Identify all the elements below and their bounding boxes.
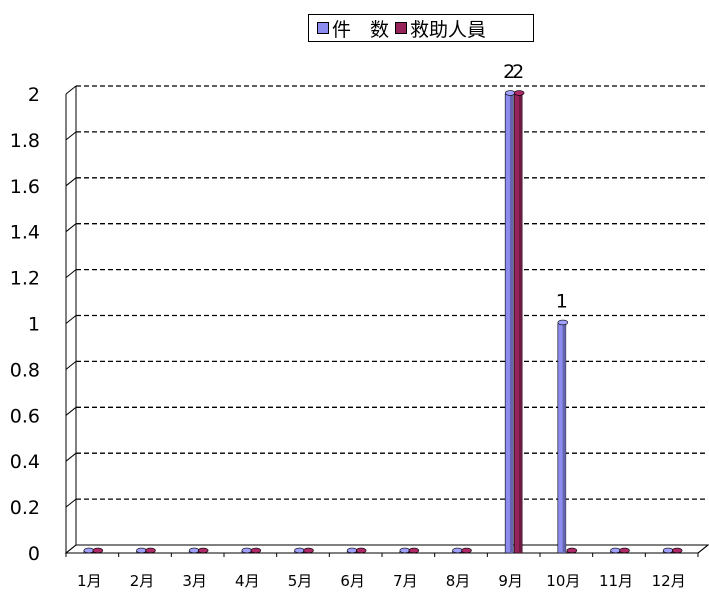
data-label: 2 <box>512 61 524 83</box>
bar-cap-1-7 <box>399 547 411 554</box>
x-tick-label: 7月 <box>393 572 418 590</box>
bar-cap-1-12 <box>662 547 674 554</box>
data-label: 2 <box>503 61 515 83</box>
bar-cap-2-6 <box>355 547 367 554</box>
y-tick-mark <box>65 223 77 233</box>
bar-cap-1-5 <box>294 547 305 554</box>
legend-item-series-1: 件 数 <box>317 15 389 42</box>
y-tick-mark <box>65 177 77 187</box>
bar-cap-2-2 <box>145 547 156 554</box>
bar-cap-1-6 <box>346 547 358 554</box>
x-tick-label: 10月 <box>546 572 580 590</box>
y-tick-mark <box>65 315 77 324</box>
y-tick-mark <box>65 131 77 141</box>
y-tick-label: 0.8 <box>10 359 40 381</box>
bar-shade-1-9 <box>509 94 514 553</box>
legend-label-series-2: 救助人員 <box>410 18 487 41</box>
data-label: 1 <box>556 291 568 313</box>
y-tick-mark <box>65 269 77 278</box>
bar-cap-2-12 <box>671 547 683 554</box>
bar-cap-1-11 <box>610 547 621 554</box>
bar-cap-1-8 <box>452 547 463 554</box>
bar-cap-2-10 <box>566 547 578 554</box>
bar-cap-1-9 <box>504 90 516 96</box>
legend-label-series-1: 件 数 <box>332 18 390 41</box>
bar-cap-2-4 <box>250 547 262 554</box>
bar-cap-2-8 <box>461 547 472 554</box>
bar-cap-1-4 <box>241 547 253 554</box>
bar-cap-2-5 <box>303 547 314 554</box>
x-tick-label: 12月 <box>652 572 686 590</box>
y-tick-label: 0.6 <box>10 405 40 427</box>
bar-cap-2-1 <box>92 547 104 554</box>
x-tick-label: 5月 <box>288 572 313 590</box>
bar-cap-1-1 <box>83 547 95 554</box>
y-tick-mark <box>65 544 77 554</box>
bar-cap-2-3 <box>197 547 209 554</box>
x-tick-label: 4月 <box>235 572 260 590</box>
y-tick-mark <box>65 361 77 370</box>
x-tick-label: 6月 <box>340 572 365 590</box>
y-tick-label: 1.8 <box>10 130 40 152</box>
y-tick-label: 1 <box>28 314 40 336</box>
legend: 件 数 救助人員 <box>308 14 534 42</box>
bar-shade-2-9 <box>518 94 523 553</box>
x-tick-label: 2月 <box>130 572 155 590</box>
y-tick-label: 1.6 <box>10 176 40 198</box>
floor-right-edge <box>697 544 709 554</box>
y-tick-mark <box>65 85 77 95</box>
x-tick-label: 9月 <box>498 572 523 590</box>
y-tick-label: 0.2 <box>10 497 40 519</box>
x-tick-label: 11月 <box>599 572 633 590</box>
bar-cap-1-2 <box>136 547 147 554</box>
x-tick-label: 1月 <box>77 572 102 590</box>
bar-shade-1-10 <box>562 323 566 553</box>
y-tick-label: 0.4 <box>10 451 40 473</box>
x-tick-label: 8月 <box>446 572 471 590</box>
y-tick-label: 1.4 <box>10 222 40 244</box>
y-tick-label: 1.2 <box>10 268 40 290</box>
y-tick-label: 2 <box>28 84 40 106</box>
bar-cap-2-7 <box>408 547 420 554</box>
legend-item-series-2: 救助人員 <box>395 15 486 42</box>
legend-swatch-series-2 <box>395 22 408 34</box>
bar-cap-1-10 <box>557 319 569 326</box>
x-tick-label: 3月 <box>182 572 207 590</box>
y-tick-label: 0 <box>28 543 40 565</box>
bar-cap-2-11 <box>619 547 630 554</box>
bar-cap-2-9 <box>513 90 525 96</box>
y-tick-mark <box>65 452 77 462</box>
bar-cap-1-3 <box>188 547 200 554</box>
legend-swatch-series-1 <box>317 22 329 34</box>
y-tick-mark <box>65 406 77 416</box>
y-tick-mark <box>65 498 77 508</box>
